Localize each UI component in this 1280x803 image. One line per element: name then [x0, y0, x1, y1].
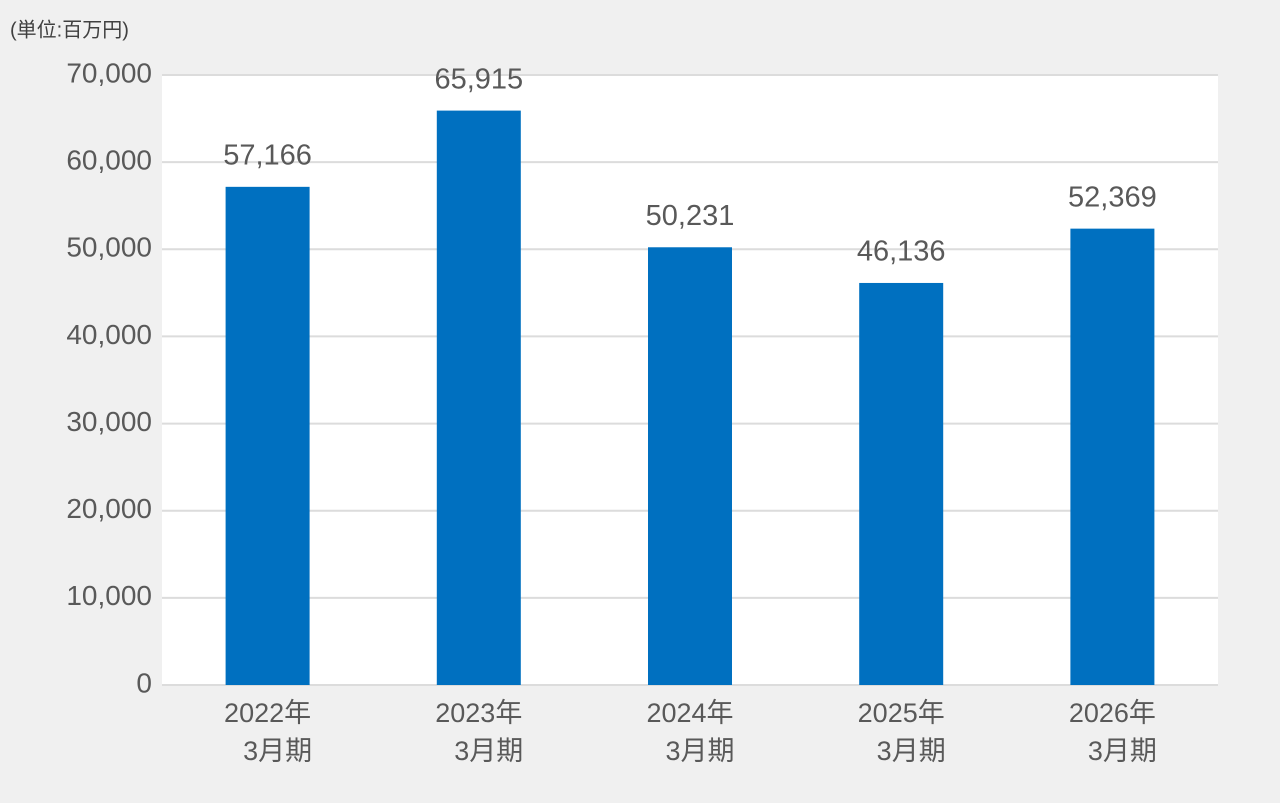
bar — [1070, 228, 1155, 685]
bar — [859, 282, 944, 685]
value-label: 50,231 — [646, 200, 735, 232]
value-label: 52,369 — [1068, 181, 1157, 213]
y-tick-label: 0 — [136, 667, 152, 698]
y-tick-label: 30,000 — [66, 406, 152, 437]
x-tick-label: 2023年 — [435, 698, 522, 728]
bar — [225, 186, 310, 685]
bar — [648, 247, 732, 686]
y-tick-label: 20,000 — [66, 493, 152, 524]
x-tick-label: 2024年 — [646, 698, 733, 728]
x-tick-label: 3月期 — [877, 736, 946, 766]
y-tick-label: 70,000 — [66, 57, 152, 88]
x-tick-label: 3月期 — [665, 736, 734, 766]
x-tick-label: 2025年 — [858, 698, 945, 728]
x-tick-label: 2022年 — [224, 698, 311, 728]
unit-label: (単位:百万円) — [10, 18, 129, 41]
y-tick-label: 50,000 — [66, 232, 152, 263]
value-label: 46,136 — [857, 236, 946, 268]
x-tick-label: 3月期 — [1088, 736, 1157, 766]
y-tick-label: 40,000 — [66, 319, 152, 350]
y-tick-label: 10,000 — [66, 580, 152, 611]
bar — [436, 110, 521, 686]
x-tick-label: 3月期 — [454, 736, 523, 766]
y-tick-label: 60,000 — [66, 145, 152, 176]
value-label: 57,166 — [223, 139, 312, 171]
x-tick-label: 3月期 — [243, 736, 312, 766]
value-label: 65,915 — [434, 63, 523, 95]
x-tick-label: 2026年 — [1069, 698, 1156, 728]
